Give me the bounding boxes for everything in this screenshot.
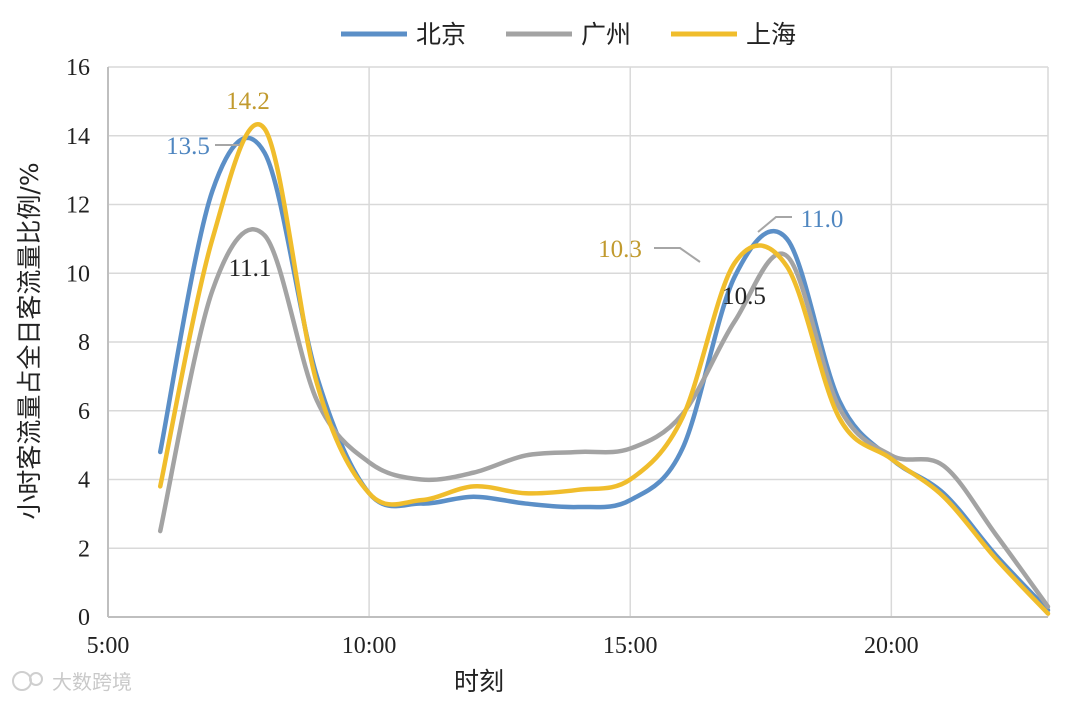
y-tick-label: 10: [66, 261, 90, 287]
x-tick-label: 15:00: [603, 633, 658, 659]
y-tick-label: 2: [78, 536, 90, 562]
label-leader-line: [757, 216, 792, 233]
y-tick-label: 0: [78, 605, 90, 631]
data-labels: 13.5 14.2 11.1 10.3 11.0 10.5: [166, 88, 843, 310]
x-tick-label: 10:00: [342, 633, 397, 659]
gridlines: [107, 66, 1049, 618]
label-leader-line: [654, 247, 701, 263]
axes: 0 2 4 6 8 10 12 14 16 5:00 10:00 15:00 20:00: [66, 55, 1048, 659]
series-line-北京: [157, 135, 1051, 613]
data-label: 11.0: [801, 206, 844, 233]
data-label: 14.2: [226, 88, 270, 115]
series-line-上海: [157, 122, 1051, 616]
series-line-广州: [157, 227, 1051, 609]
data-label: 10.5: [722, 283, 766, 310]
x-tick-label: 5:00: [87, 633, 130, 659]
x-tick-label: 20:00: [864, 633, 919, 659]
data-label: 13.5: [166, 133, 210, 160]
legend: 北京 广州 上海: [341, 20, 796, 49]
y-axis-title: 小时客流量占全日客流量比例/%: [15, 162, 44, 519]
x-axis-title: 时刻: [454, 667, 504, 696]
y-tick-label: 12: [66, 193, 90, 219]
y-tick-label: 16: [66, 55, 90, 81]
legend-label-北京: 北京: [416, 20, 466, 49]
legend-label-广州: 广州: [581, 20, 631, 49]
legend-label-上海: 上海: [746, 20, 796, 49]
y-tick-label: 14: [66, 124, 90, 150]
data-label: 10.3: [598, 236, 642, 263]
series-lines: [157, 122, 1051, 616]
watermark: 大数跨境: [12, 670, 132, 694]
y-tick-label: 4: [78, 468, 90, 494]
watermark-text: 大数跨境: [52, 670, 132, 694]
weibo-icon: [12, 671, 43, 691]
data-label: 11.1: [229, 255, 272, 282]
y-tick-label: 8: [78, 330, 90, 356]
y-tick-label: 6: [78, 399, 90, 425]
